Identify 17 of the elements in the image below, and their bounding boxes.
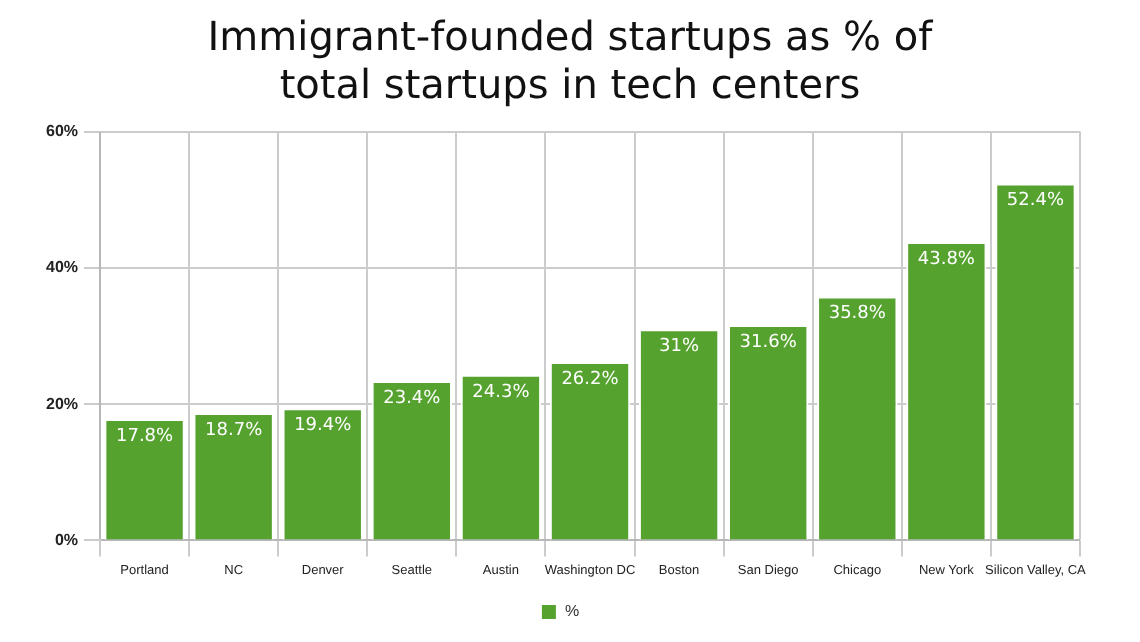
text: 17.8%: [115, 426, 174, 447]
chart-title: Immigrant-founded startups as % of total startups in tech centers: [205, 12, 935, 108]
text: 24.3%: [472, 382, 530, 403]
text: 19.4%: [294, 415, 352, 436]
text: 35.8%: [828, 304, 886, 325]
text: 18.7%: [205, 420, 263, 441]
y-tick-label: 20%: [45, 394, 79, 413]
y-tick-label: 40%: [45, 258, 79, 277]
text: 31%: [659, 336, 700, 357]
legend-label: %: [564, 602, 580, 621]
text: 23.4%: [383, 388, 441, 409]
y-tick-label: 60%: [45, 122, 79, 141]
text: 31.6%: [739, 332, 797, 353]
text: 26.2%: [561, 369, 619, 390]
y-tick-label: 0%: [54, 530, 79, 549]
text: 43.8%: [917, 249, 975, 270]
text: 52.4%: [1006, 191, 1065, 212]
